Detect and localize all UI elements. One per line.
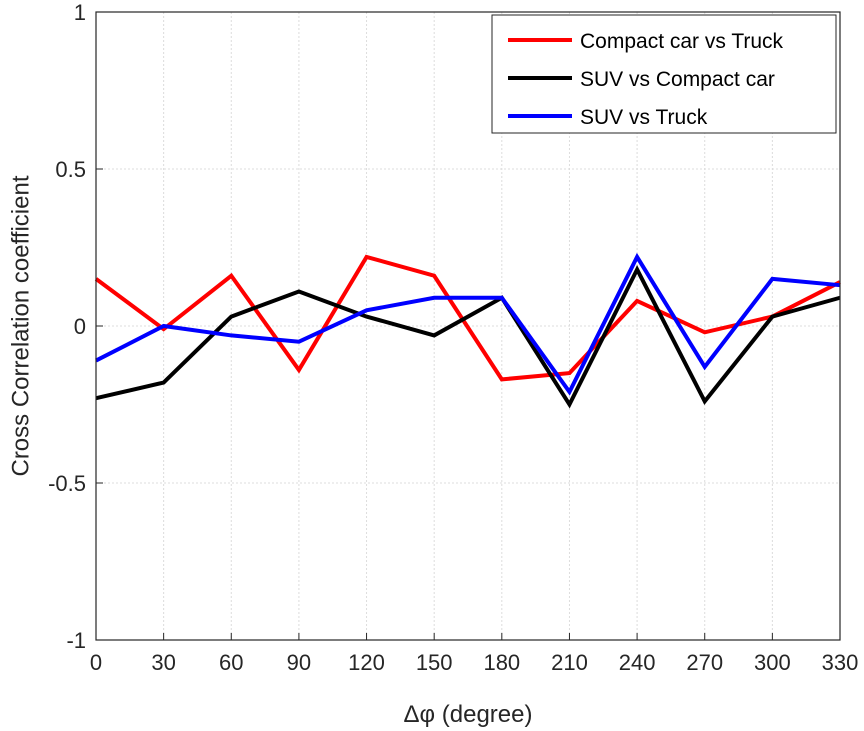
x-tick-label: 60 <box>219 650 243 675</box>
y-axis-label: Cross Correlation coefficient <box>7 175 34 476</box>
x-tick-label: 150 <box>416 650 453 675</box>
y-tick-label: -1 <box>66 628 86 653</box>
x-tick-label: 300 <box>754 650 791 675</box>
x-tick-label: 270 <box>686 650 723 675</box>
x-tick-label: 180 <box>483 650 520 675</box>
axis-ticks: 0 30 60 90 120 150 180 210 240 270 300 330 -1 -0.5 0 0.… <box>48 0 858 675</box>
legend-box <box>491 14 837 134</box>
legend-label: Compact car vs Truck <box>580 30 784 53</box>
y-tick-label: 1 <box>74 0 86 25</box>
series-line-1 <box>94 254 841 382</box>
y-tick-label: 0 <box>74 314 86 339</box>
x-tick-label: 240 <box>619 650 656 675</box>
series-lines <box>94 252 841 409</box>
legend-label: SUV vs Truck <box>580 106 708 129</box>
series-line-3 <box>95 252 841 396</box>
x-tick-label: 30 <box>151 650 175 675</box>
y-tick-label: -0.5 <box>48 471 86 496</box>
legend: Compact car vs Truck SUV vs Compact car SU… <box>491 14 837 134</box>
x-tick-label: 90 <box>287 650 311 675</box>
series-line-2 <box>95 265 841 409</box>
legend-label: SUV vs Compact car <box>580 68 775 91</box>
x-tick-label: 0 <box>90 650 102 675</box>
y-tick-label: 0.5 <box>55 157 86 182</box>
x-tick-label: 120 <box>348 650 385 675</box>
x-tick-label: 330 <box>822 650 859 675</box>
x-tick-label: 210 <box>551 650 588 675</box>
x-axis-label: Δφ (degree) <box>404 701 533 728</box>
